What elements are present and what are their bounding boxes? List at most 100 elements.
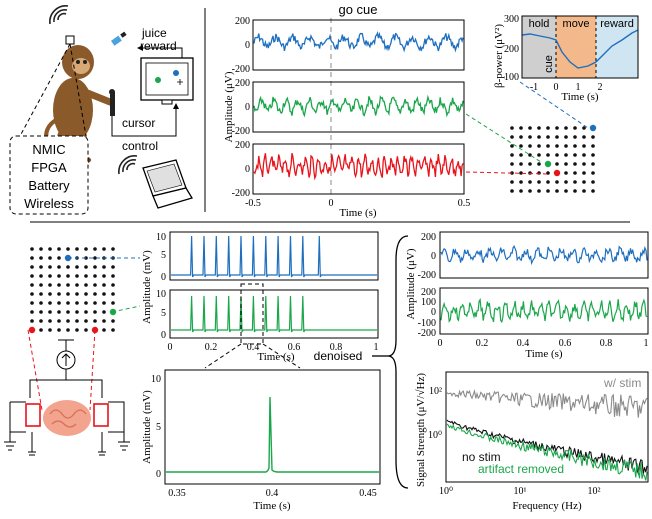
task-ytick: -200	[232, 188, 250, 199]
electrode-dot	[582, 180, 586, 184]
electrode-dot	[30, 247, 34, 251]
spec-x-label: Frequency (Hz)	[512, 500, 582, 512]
task-ytick: 0	[245, 40, 250, 51]
device-spec-box	[9, 135, 89, 215]
electrode-dot	[75, 274, 79, 278]
electrode-dot	[555, 189, 559, 193]
den-ytick: -100	[418, 318, 436, 329]
spec-battery: Battery	[28, 178, 70, 193]
beta-axes	[521, 15, 639, 79]
electrode-dot	[66, 301, 70, 305]
stim-y-label: Amplitude (mV)	[141, 250, 153, 324]
electrode-dot	[57, 247, 61, 251]
spec-ytick: 10²	[429, 386, 442, 397]
spec-xtick: 10¹	[514, 486, 527, 497]
den-ytick: -200	[418, 270, 436, 281]
electrode-dot	[102, 274, 106, 278]
electrode-dot	[39, 274, 43, 278]
electrode-dot	[84, 265, 88, 269]
zoom-ytick: 5	[156, 422, 161, 433]
electrode-dot	[546, 171, 550, 175]
beta-ytick: 200	[504, 44, 519, 55]
electrode-dot	[111, 247, 115, 251]
electrode-dot	[111, 319, 115, 323]
electrode-dot	[102, 247, 106, 251]
electrode-array-top	[510, 124, 597, 193]
task-ytick: 0	[245, 102, 250, 113]
electrode-dot	[30, 292, 34, 296]
electrode-dot	[573, 135, 577, 139]
stim-x-label: Time (s)	[257, 351, 295, 363]
juice-bottle-icon	[111, 31, 127, 46]
electrode-dot	[573, 171, 577, 175]
electrode-dot	[528, 135, 532, 139]
electrode-dot	[555, 162, 559, 166]
electrode-dot	[510, 144, 514, 148]
electrode-dot	[519, 189, 523, 193]
electrode-dot	[75, 283, 79, 287]
electrode-dot	[66, 265, 70, 269]
electrode-dot	[39, 328, 43, 332]
electrode-dot	[591, 135, 595, 139]
ground-icon	[28, 432, 36, 456]
electrode-dot	[75, 292, 79, 296]
electrode-dot	[573, 189, 577, 193]
stim-ytick: 10	[156, 232, 166, 243]
zoom-xtick: 0.4	[266, 488, 279, 499]
electrode-dot	[537, 162, 541, 166]
electrode-dot	[57, 328, 61, 332]
electrode-dot	[591, 153, 595, 157]
den-xtick: 0.2	[476, 338, 489, 349]
electrode-dot	[57, 283, 61, 287]
electrode-dot	[48, 265, 52, 269]
stim-blue-trace	[171, 235, 377, 278]
task-y-label: Amplitude (μV)	[223, 71, 235, 142]
electrode-dot	[111, 274, 115, 278]
electrode-dot	[75, 319, 79, 323]
beta-power-curve	[521, 29, 639, 69]
electrode-dot	[582, 144, 586, 148]
legend-no-stim: no stim	[462, 450, 501, 464]
spec-wireless: Wireless	[24, 196, 74, 211]
electrode-dot	[30, 283, 34, 287]
electrode-dot	[582, 162, 586, 166]
juice-label: juice	[141, 26, 167, 40]
task-xtick: 0	[329, 198, 334, 209]
electrode-dot	[66, 310, 70, 314]
legend-with-stim: w/ stim	[603, 376, 641, 390]
task-trace-panel: go cue 200 0 -200 200 0 -200 200 0 -200 …	[223, 2, 470, 219]
electrode-dot	[57, 274, 61, 278]
electrode-dot	[111, 283, 115, 287]
electrode-dot	[546, 135, 550, 139]
stim-green-trace	[171, 295, 377, 333]
electrode-dot	[102, 292, 106, 296]
electrode-dot	[111, 292, 115, 296]
electrode-dot	[93, 247, 97, 251]
cue-label: cue	[543, 55, 555, 73]
electrode-dot	[39, 283, 43, 287]
with-stim-spectrum	[446, 388, 648, 418]
denoised-label: denoised	[314, 349, 363, 363]
electrode-dot	[102, 283, 106, 287]
electrode-dot	[57, 310, 61, 314]
beta-ytick: 100	[504, 72, 519, 83]
monitor-icon	[140, 57, 194, 105]
den-xtick: 0.8	[600, 338, 613, 349]
control-label: control	[122, 139, 158, 153]
electrode-dot	[57, 292, 61, 296]
electrode-dot	[93, 301, 97, 305]
electrode-dot	[93, 319, 97, 323]
electrode-dot	[111, 301, 115, 305]
electrode-dot	[573, 153, 577, 157]
task-ytick: 200	[235, 16, 250, 27]
electrode-dot	[30, 310, 34, 314]
red-trace-axes	[252, 143, 465, 195]
electrode-dot	[30, 319, 34, 323]
blue-lfp-trace	[253, 31, 464, 53]
zoom-ytick: 10	[151, 374, 161, 385]
electrode-dot	[102, 265, 106, 269]
stim-xtick: 0.8	[330, 342, 343, 353]
electrode-dot	[555, 153, 559, 157]
den-xtick: 0	[438, 338, 443, 349]
electrode-dot	[39, 310, 43, 314]
